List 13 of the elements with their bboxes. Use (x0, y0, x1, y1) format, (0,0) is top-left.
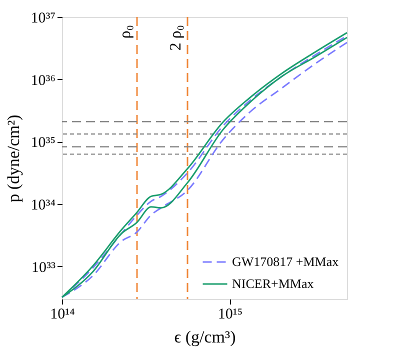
ref-line-label: 2 ρ₀ (168, 25, 185, 51)
y-tick-label: 10³⁷ (30, 10, 56, 26)
y-tick-label: 10³⁴ (30, 198, 56, 214)
y-tick-label: 10³⁵ (30, 135, 56, 152)
x-tick-label: 10¹⁴ (50, 306, 75, 322)
y-tick-label: 10³⁶ (30, 72, 56, 89)
legend-label: GW170817 +MMax (232, 254, 340, 269)
legend-label: NICER+MMax (232, 276, 314, 291)
y-tick-label: 10³³ (32, 260, 56, 276)
x-axis-title: ϵ (g/cm³) (174, 328, 236, 346)
x-tick-label: 10¹⁵ (218, 306, 243, 322)
ref-line-label: ρ₀ (117, 25, 134, 39)
y-axis-title: p (dyne/cm²) (4, 114, 23, 202)
